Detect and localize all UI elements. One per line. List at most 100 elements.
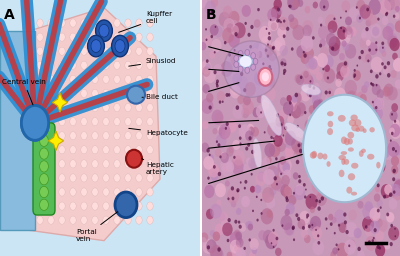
Circle shape [308, 225, 311, 228]
Circle shape [289, 17, 298, 29]
Circle shape [304, 54, 307, 58]
Circle shape [213, 165, 216, 169]
Circle shape [48, 174, 54, 182]
Circle shape [327, 169, 338, 183]
Circle shape [136, 47, 142, 55]
Circle shape [340, 17, 342, 19]
Circle shape [272, 47, 274, 50]
Circle shape [362, 204, 374, 219]
Circle shape [125, 61, 131, 69]
Circle shape [357, 250, 365, 256]
Circle shape [236, 238, 244, 248]
Ellipse shape [369, 127, 375, 132]
Circle shape [289, 113, 291, 116]
Circle shape [48, 33, 54, 41]
Circle shape [125, 216, 131, 224]
Circle shape [371, 144, 380, 155]
Circle shape [345, 27, 354, 38]
Circle shape [316, 191, 327, 206]
Circle shape [348, 7, 360, 22]
Circle shape [276, 116, 284, 127]
Circle shape [59, 19, 65, 27]
Circle shape [317, 117, 324, 126]
Circle shape [202, 84, 210, 93]
Circle shape [210, 24, 219, 36]
Circle shape [244, 22, 247, 25]
Circle shape [302, 55, 309, 63]
Circle shape [373, 237, 375, 239]
Circle shape [336, 243, 348, 256]
Circle shape [251, 173, 253, 176]
Circle shape [266, 196, 276, 208]
Circle shape [358, 144, 363, 150]
Circle shape [219, 212, 226, 221]
Circle shape [59, 132, 65, 140]
Circle shape [103, 103, 109, 112]
Circle shape [320, 39, 326, 47]
Ellipse shape [344, 138, 350, 145]
Circle shape [300, 52, 310, 64]
Circle shape [324, 90, 328, 94]
Circle shape [204, 68, 216, 83]
Circle shape [225, 180, 230, 187]
Circle shape [125, 118, 131, 126]
Circle shape [114, 188, 120, 196]
Circle shape [304, 235, 310, 243]
Ellipse shape [339, 170, 344, 177]
Circle shape [367, 59, 370, 62]
Circle shape [216, 79, 219, 83]
Circle shape [70, 19, 76, 27]
Circle shape [263, 169, 275, 185]
Circle shape [297, 217, 300, 221]
Circle shape [329, 36, 340, 51]
Circle shape [305, 188, 307, 190]
Circle shape [218, 143, 220, 147]
Circle shape [361, 85, 368, 93]
Circle shape [318, 187, 327, 199]
Circle shape [59, 216, 65, 224]
Circle shape [366, 19, 371, 27]
Polygon shape [48, 131, 64, 151]
Circle shape [221, 152, 226, 159]
Circle shape [385, 13, 388, 16]
Circle shape [219, 12, 230, 27]
Circle shape [233, 22, 246, 38]
Circle shape [147, 160, 153, 168]
Circle shape [338, 224, 340, 227]
Circle shape [345, 26, 352, 35]
Circle shape [239, 142, 242, 145]
Circle shape [211, 247, 224, 256]
Circle shape [283, 72, 285, 75]
Circle shape [334, 112, 344, 126]
Circle shape [304, 111, 306, 114]
Circle shape [212, 128, 218, 134]
Ellipse shape [341, 158, 346, 165]
Circle shape [70, 89, 76, 98]
Circle shape [227, 239, 229, 242]
Circle shape [390, 111, 398, 121]
Text: Hepatic
artery: Hepatic artery [142, 159, 174, 175]
Circle shape [103, 188, 109, 196]
Circle shape [299, 149, 302, 153]
Circle shape [81, 202, 87, 210]
Circle shape [245, 222, 250, 229]
Circle shape [268, 36, 271, 40]
Circle shape [370, 155, 378, 164]
Circle shape [312, 106, 322, 118]
Circle shape [395, 178, 400, 188]
Circle shape [371, 57, 383, 72]
Circle shape [314, 83, 320, 90]
Circle shape [267, 8, 277, 22]
Circle shape [48, 216, 54, 224]
Circle shape [260, 74, 268, 85]
Circle shape [219, 127, 226, 136]
Circle shape [324, 65, 330, 72]
Circle shape [384, 64, 391, 73]
Circle shape [251, 53, 256, 59]
Circle shape [206, 148, 210, 153]
Ellipse shape [348, 132, 354, 138]
Circle shape [211, 39, 222, 52]
Circle shape [222, 222, 233, 236]
Circle shape [394, 235, 396, 237]
Circle shape [81, 216, 87, 224]
